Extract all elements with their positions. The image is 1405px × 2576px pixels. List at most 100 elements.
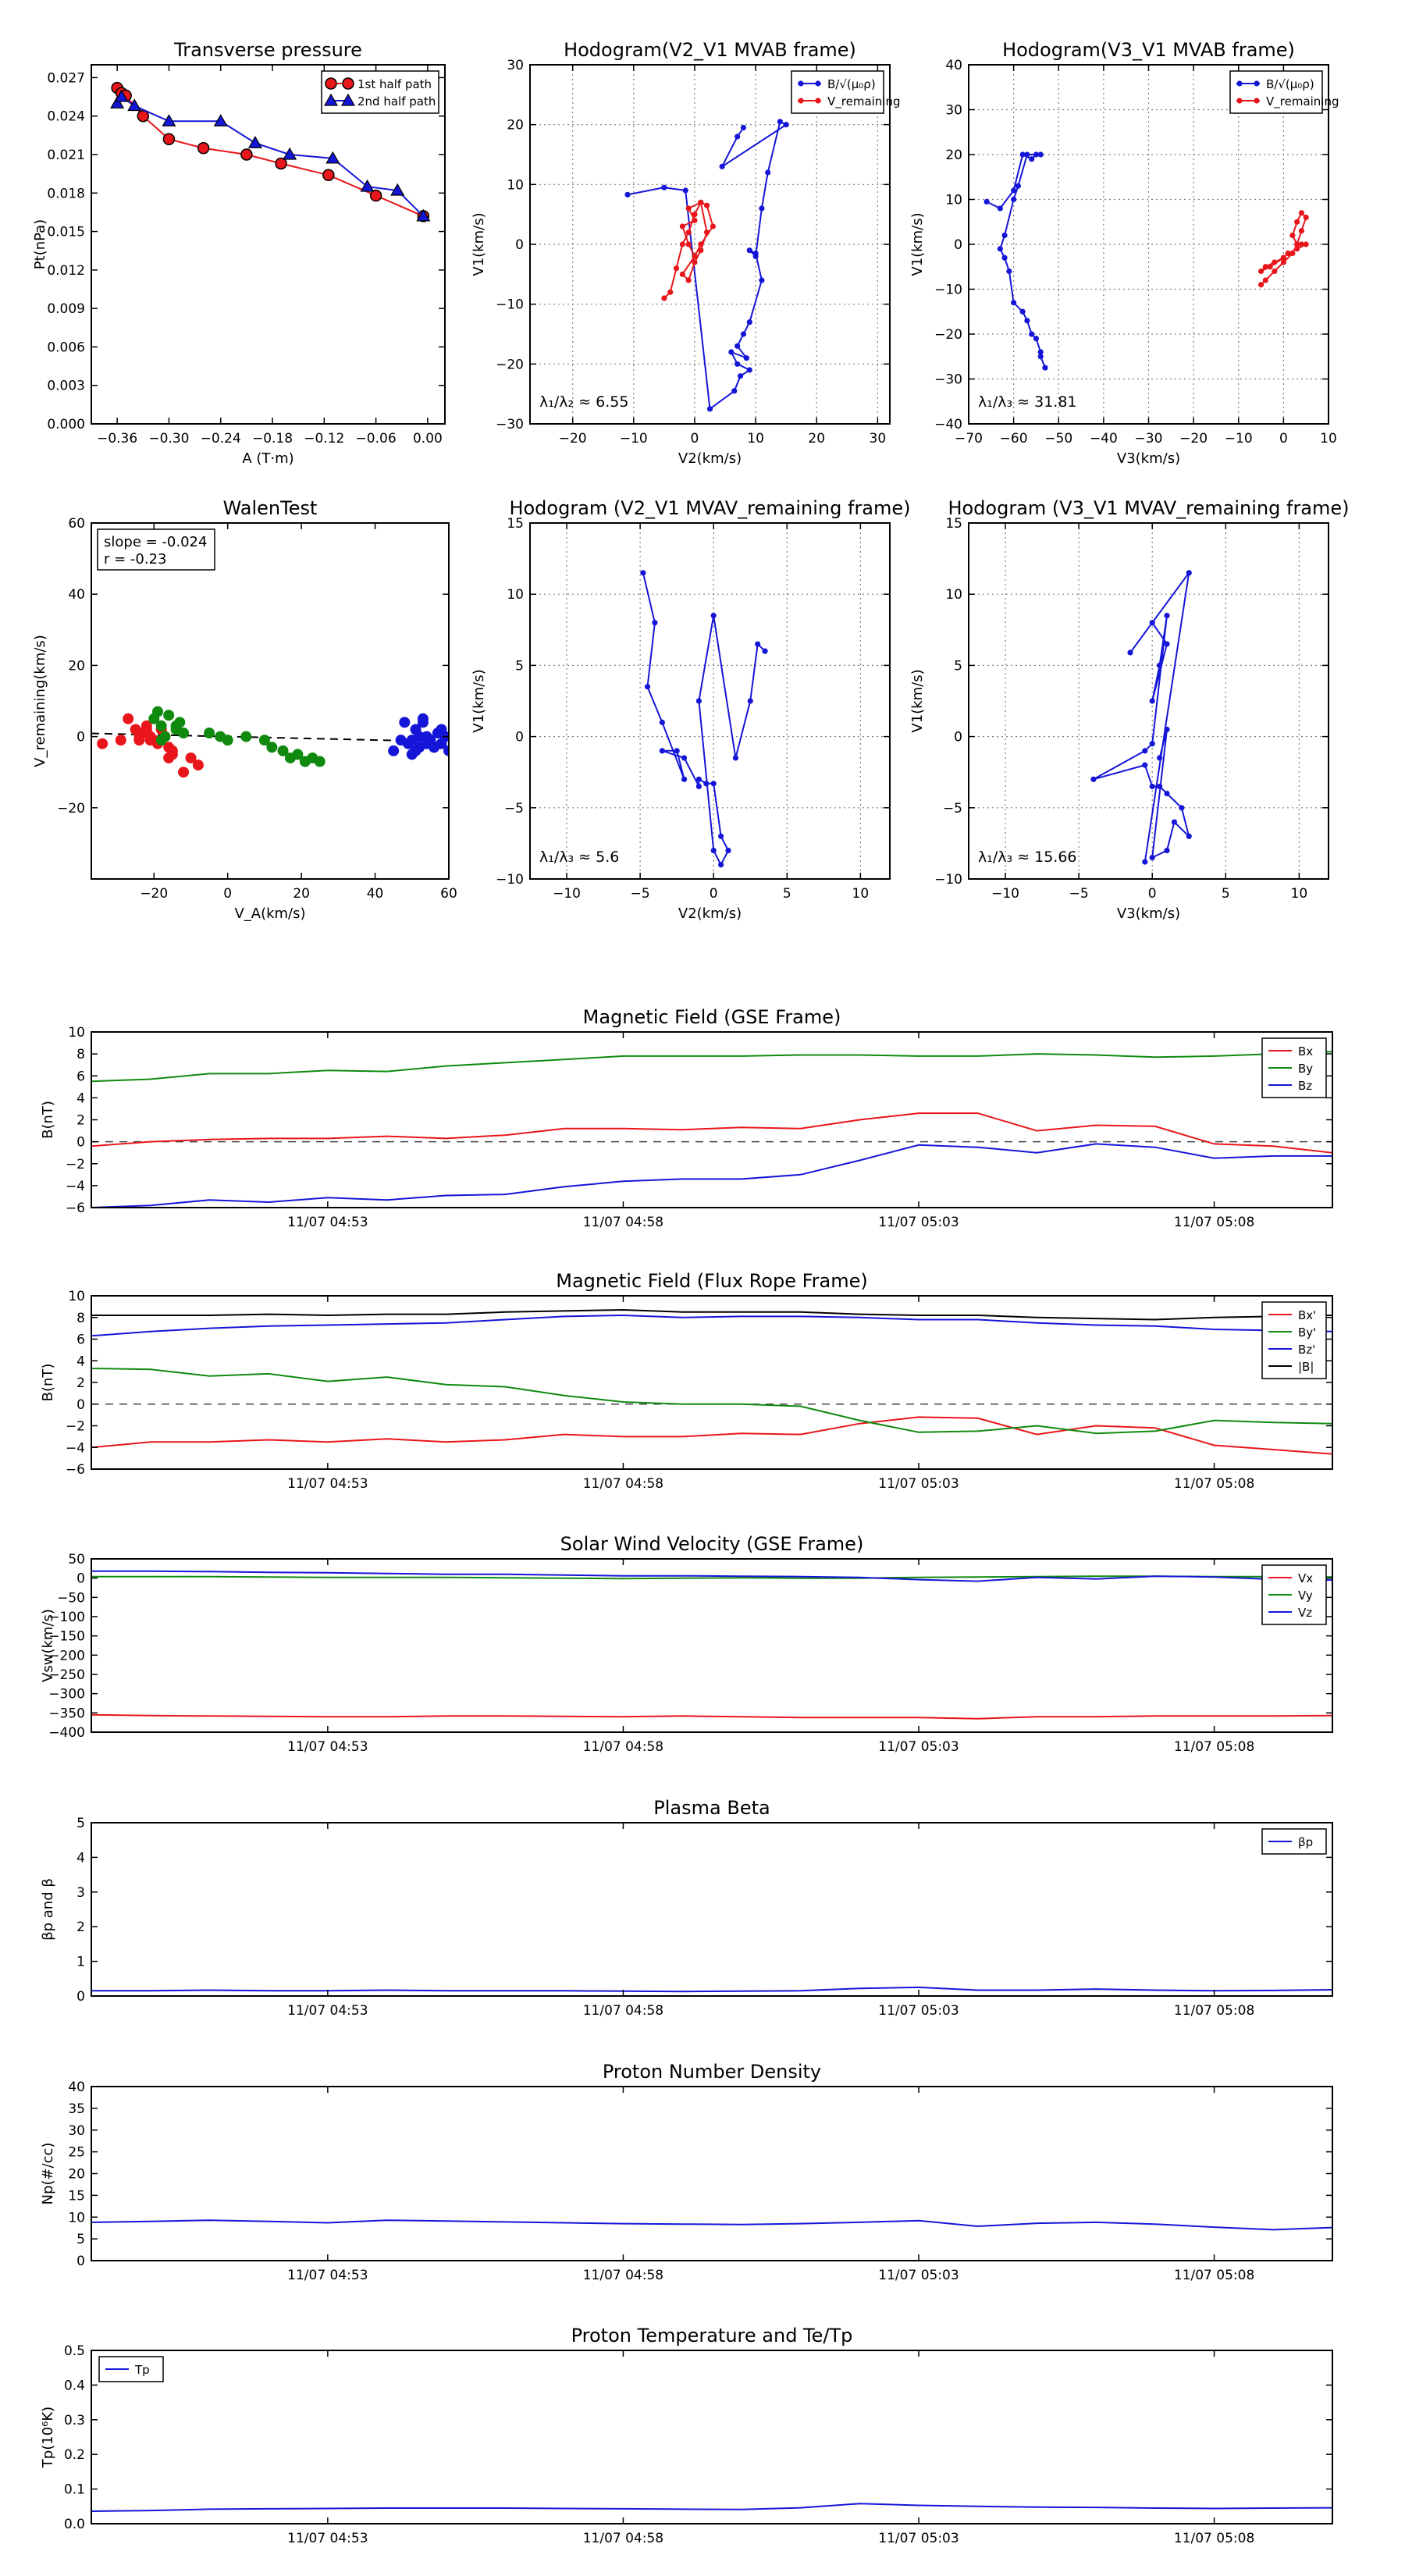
data-point [390,183,405,196]
y-tick-label: 0.012 [47,263,85,279]
y-tick-label: 10 [68,1025,85,1041]
legend-marker [1236,98,1243,104]
x-tick-label: −0.30 [148,431,189,447]
y-tick-label: −350 [48,1706,85,1721]
y-axis-label: Np(#/cc) [40,2143,56,2205]
y-tick-label: 0 [76,1135,85,1151]
y-tick-label: 4 [76,1850,85,1866]
data-point [1164,726,1170,733]
x-tick-label: −10 [553,886,581,902]
data-point [155,720,167,731]
data-point [137,109,150,123]
data-point [1272,268,1278,275]
x-tick-label: −5 [1069,886,1089,902]
data-point [429,742,440,753]
y-tick-label: 50 [68,1552,85,1567]
data-point [640,570,646,576]
data-point [1149,741,1155,747]
data-point [1142,748,1148,754]
data-point [1142,859,1148,865]
data-point [1157,755,1163,761]
data-point [1029,331,1035,337]
chart-magnetic-field-flux-rope: 11/07 04:53 11/07 04:58 11/07 05:03 11/07 0… [40,1270,1333,1492]
data-point [659,719,665,725]
data-point [399,717,411,728]
y-tick-label: −40 [934,417,962,432]
data-point [240,148,253,161]
data-point [151,706,163,717]
data-point [1024,151,1030,158]
annotation-text: r = -0.23 [104,551,167,568]
data-point [731,388,738,394]
data-point [719,163,725,169]
y-tick-label: 10 [507,177,524,193]
y-tick-label: 0.006 [47,340,85,355]
y-axis-label: V1(km/s) [471,669,487,732]
y-tick-label: 10 [945,193,962,208]
series-line-|B| [91,1308,1332,1321]
y-tick-label: 4 [76,1091,85,1106]
data-point [735,343,741,349]
y-tick-label: 0.000 [47,417,85,432]
legend-marker [815,80,821,87]
y-tick-label: 0 [954,237,962,253]
data-point [679,241,685,247]
data-point [746,367,752,373]
data-point [644,684,651,690]
data-point [698,241,704,247]
y-tick-label: −5 [943,801,962,817]
x-tick-label: 11/07 05:08 [1174,1739,1254,1755]
data-point [1033,336,1040,342]
legend-box [791,70,884,114]
data-point [1272,259,1278,265]
data-point [185,752,197,763]
series-line-Tp [91,2503,1332,2512]
data-point [710,612,717,619]
y-tick-label: 5 [515,658,524,674]
data-point [162,133,176,146]
series-line-By [91,1051,1332,1083]
axes-frame [91,1295,1333,1470]
data-point [710,781,717,787]
series-line-V_remaining [663,201,714,299]
y-tick-label: −2 [66,1419,85,1435]
data-point [277,745,289,756]
y-tick-label: −100 [48,1610,85,1625]
legend-marker [815,98,821,104]
data-point [1149,783,1155,790]
y-tick-label: 0.009 [47,301,85,317]
data-point [1164,790,1170,797]
data-point [698,247,704,254]
y-tick-label: 5 [954,658,962,674]
y-tick-label: 0 [76,730,85,745]
data-point [759,277,765,283]
data-point [737,373,744,379]
y-tick-label: −30 [934,372,962,388]
plot-area [110,81,431,222]
data-point [1011,196,1017,203]
data-point [685,277,692,283]
y-tick-label: 8 [76,1047,85,1062]
y-tick-label: 10 [68,1289,85,1304]
data-point [740,124,747,131]
data-point [755,641,761,647]
series-line-Vx [91,1713,1332,1720]
y-tick-label: −200 [48,1648,85,1663]
legend-label: B/√(μ₀ρ) [1266,77,1314,91]
series-line-Bx' [91,1416,1332,1455]
data-point [1164,612,1170,619]
legend-marker [1254,80,1260,87]
data-point [1303,241,1309,247]
axes-frame [529,522,891,880]
data-point [1303,214,1309,221]
y-tick-label: 0 [954,730,962,745]
y-tick-label: −6 [66,1462,85,1478]
plot-area [624,119,789,412]
data-point [144,735,156,746]
data-point [436,724,447,735]
data-point [728,349,735,355]
data-point [115,735,126,746]
data-point [1186,833,1192,839]
data-point [247,136,262,148]
